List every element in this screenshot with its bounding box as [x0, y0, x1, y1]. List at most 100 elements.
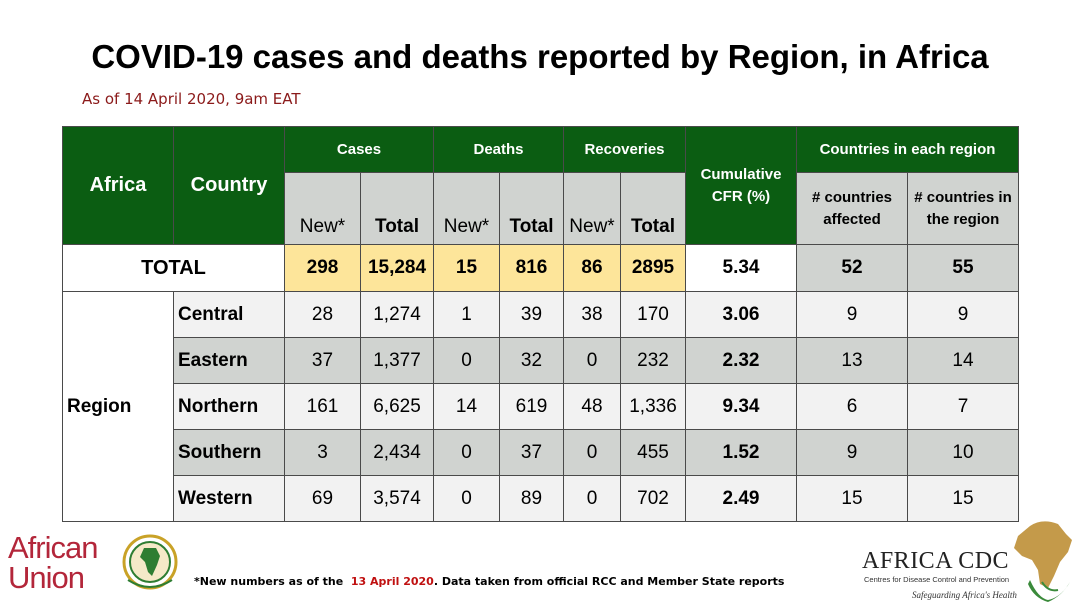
- footnote-date: 13 April 2020: [350, 575, 434, 588]
- africa-cdc-subtitle: Centres for Disease Control and Preventi…: [864, 575, 1010, 584]
- au-line-2: Union: [8, 560, 85, 595]
- table-row: Eastern 37 1,377 0 32 0 232 2.32 13 14: [63, 337, 1019, 384]
- africa-cdc-tagline: Safeguarding Africa's Health: [912, 590, 1017, 600]
- total-deaths-total: 816: [499, 244, 564, 292]
- cell-deaths-total: 37: [499, 429, 564, 476]
- cell-cases-new: 37: [284, 337, 361, 384]
- cell-recoveries-total: 455: [620, 429, 686, 476]
- cell-cases-new: 3: [284, 429, 361, 476]
- header-recoveries-new: New*: [563, 172, 621, 245]
- header-deaths: Deaths: [433, 126, 564, 173]
- cell-deaths-total: 39: [499, 291, 564, 338]
- header-countries-group: Countries in each region: [796, 126, 1019, 173]
- cell-deaths-new: 0: [433, 475, 500, 522]
- cell-countries-in-region: 10: [907, 429, 1019, 476]
- table-row: Region Central 28 1,274 1 39 38 170 3.06 9 9: [62, 291, 1019, 522]
- cell-cases-new: 161: [284, 383, 361, 430]
- cell-recoveries-new: 0: [563, 475, 621, 522]
- footnote-prefix: *New numbers as of the: [194, 575, 344, 588]
- region-name: Western: [173, 475, 285, 522]
- cell-cfr: 9.34: [685, 383, 797, 430]
- header-deaths-new: New*: [433, 172, 500, 245]
- cell-deaths-total: 619: [499, 383, 564, 430]
- cell-countries-affected: 6: [796, 383, 908, 430]
- cell-deaths-new: 14: [433, 383, 500, 430]
- header-africa: Africa: [62, 126, 174, 245]
- header-cases: Cases: [284, 126, 434, 173]
- cell-countries-in-region: 9: [907, 291, 1019, 338]
- cell-deaths-new: 1: [433, 291, 500, 338]
- cell-countries-in-region: 7: [907, 383, 1019, 430]
- cell-cases-new: 28: [284, 291, 361, 338]
- region-name: Southern: [173, 429, 285, 476]
- cell-cases-total: 1,377: [360, 337, 434, 384]
- footnote: *New numbers as of the 13 April 2020. Da…: [194, 575, 784, 588]
- total-recoveries-new: 86: [563, 244, 621, 292]
- header-cases-new: New*: [284, 172, 361, 245]
- african-union-wordmark: African Union: [8, 530, 98, 595]
- region-name: Central: [173, 291, 285, 338]
- cell-cfr: 2.49: [685, 475, 797, 522]
- cell-countries-affected: 15: [796, 475, 908, 522]
- table-row: Northern 161 6,625 14 619 48 1,336 9.34 6 7: [63, 383, 1019, 430]
- cell-deaths-total: 89: [499, 475, 564, 522]
- total-deaths-new: 15: [433, 244, 500, 292]
- footnote-suffix: . Data taken from official RCC and Membe…: [433, 575, 785, 588]
- header-country: Country: [173, 126, 285, 245]
- total-countries-affected: 52: [796, 244, 908, 292]
- cell-cases-new: 69: [284, 475, 361, 522]
- cell-countries-affected: 13: [796, 337, 908, 384]
- cell-recoveries-total: 702: [620, 475, 686, 522]
- total-cfr: 5.34: [685, 244, 797, 292]
- cell-cfr: 2.32: [685, 337, 797, 384]
- header-recoveries-total: Total: [620, 172, 686, 245]
- cell-recoveries-new: 48: [563, 383, 621, 430]
- cell-deaths-total: 32: [499, 337, 564, 384]
- africa-cdc-name: AFRICA CDC: [862, 548, 1010, 574]
- au-line-1: African: [8, 530, 98, 565]
- cell-countries-in-region: 14: [907, 337, 1019, 384]
- cell-recoveries-new: 0: [563, 337, 621, 384]
- region-name: Eastern: [173, 337, 285, 384]
- header-recoveries: Recoveries: [563, 126, 686, 173]
- table-row: Western 69 3,574 0 89 0 702 2.49 15 15: [63, 475, 1019, 522]
- cell-cases-total: 1,274: [360, 291, 434, 338]
- africa-cdc-map-icon: [1014, 521, 1072, 602]
- cell-cases-total: 2,434: [360, 429, 434, 476]
- header-cases-total: Total: [360, 172, 434, 245]
- region-name: Northern: [173, 383, 285, 430]
- cell-recoveries-total: 232: [620, 337, 686, 384]
- cell-cfr: 1.52: [685, 429, 797, 476]
- total-row: TOTAL 298 15,284 15 816 86 2895 5.34 52 …: [62, 244, 1019, 292]
- cell-countries-in-region: 15: [907, 475, 1019, 522]
- total-countries-in-region: 55: [907, 244, 1019, 292]
- total-label: TOTAL: [62, 244, 285, 292]
- cell-cases-total: 6,625: [360, 383, 434, 430]
- cell-recoveries-total: 1,336: [620, 383, 686, 430]
- total-cases-new: 298: [284, 244, 361, 292]
- header-countries-in-region: # countries in the region: [907, 172, 1019, 245]
- header-deaths-total: Total: [499, 172, 564, 245]
- covid-table: Africa Country Cases Deaths Recoveries C…: [62, 126, 1019, 522]
- cell-recoveries-total: 170: [620, 291, 686, 338]
- cell-deaths-new: 0: [433, 337, 500, 384]
- header-cfr: Cumulative CFR (%): [685, 126, 797, 245]
- header-countries-affected: # countries affected: [796, 172, 908, 245]
- table-row: Southern 3 2,434 0 37 0 455 1.52 9 10: [63, 429, 1019, 476]
- region-rows: Region Central 28 1,274 1 39 38 170 3.06 9 9 Easter…: [62, 291, 1019, 522]
- region-label: Region: [62, 291, 174, 522]
- page-title: COVID-19 cases and deaths reported by Re…: [91, 38, 989, 75]
- header-row-2: New* Total New* Total New* Total # count…: [63, 172, 1019, 245]
- total-recoveries-total: 2895: [620, 244, 686, 292]
- cell-cfr: 3.06: [685, 291, 797, 338]
- cell-countries-affected: 9: [796, 429, 908, 476]
- cell-countries-affected: 9: [796, 291, 908, 338]
- header-row-1: Africa Country Cases Deaths Recoveries C…: [62, 126, 1019, 245]
- african-union-logo: [122, 534, 178, 590]
- cell-recoveries-new: 0: [563, 429, 621, 476]
- page-subtitle: As of 14 April 2020, 9am EAT: [82, 90, 301, 108]
- cell-recoveries-new: 38: [563, 291, 621, 338]
- cell-deaths-new: 0: [433, 429, 500, 476]
- total-cases-total: 15,284: [360, 244, 434, 292]
- cell-cases-total: 3,574: [360, 475, 434, 522]
